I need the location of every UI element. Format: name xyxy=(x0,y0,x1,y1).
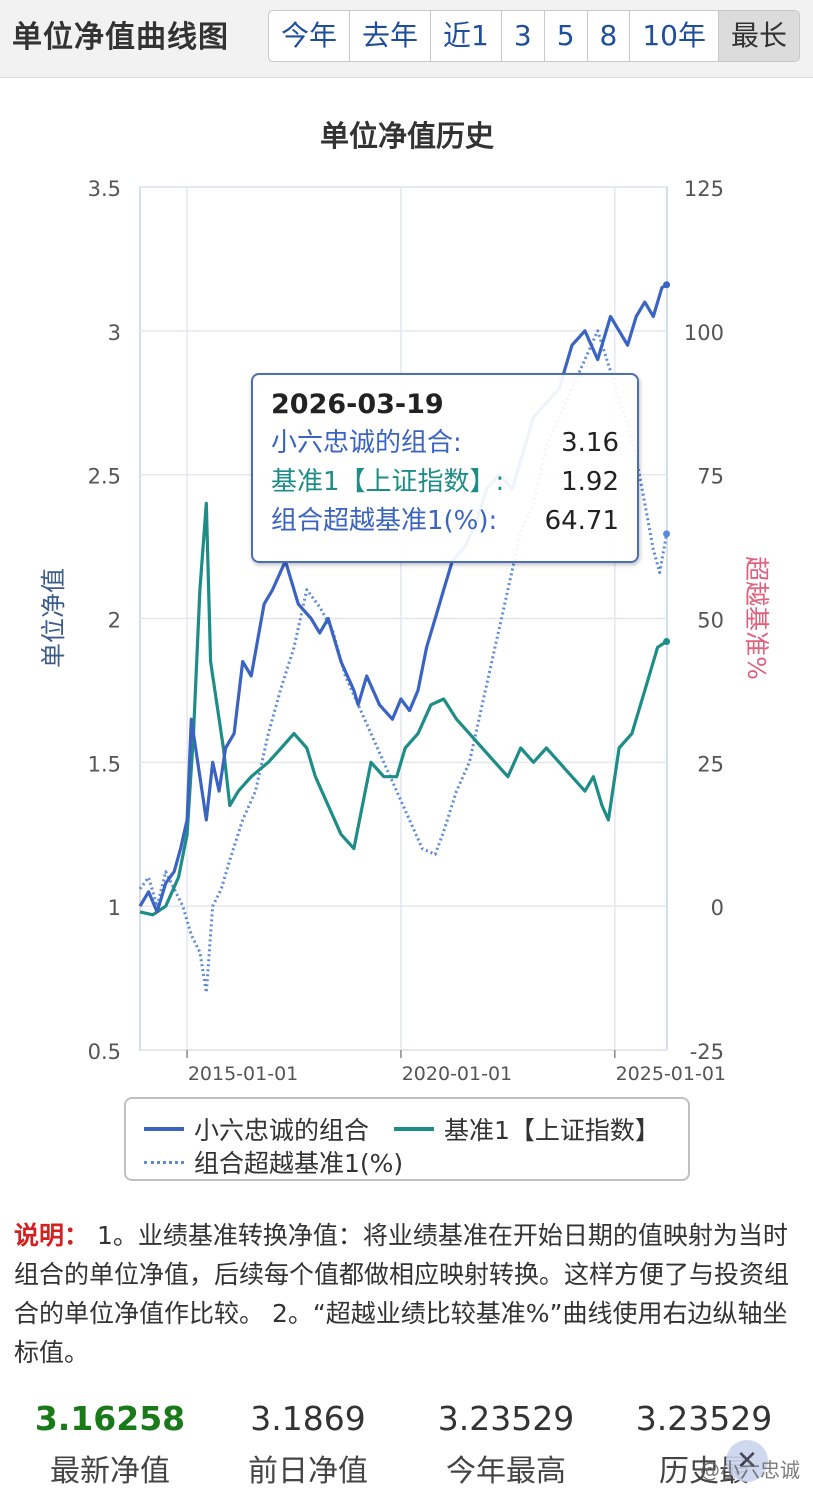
stats-row: 3.16258 最新净值 3.1869 前日净值 3.23529 今年最高 3.… xyxy=(0,1398,813,1490)
stat-previous-nav-label: 前日净值 xyxy=(248,1454,368,1489)
range-button-last-year[interactable]: 去年 xyxy=(350,11,432,61)
left-tick-label: 0.5 xyxy=(88,1040,121,1064)
stat-year-high: 3.23529 今年最高 xyxy=(406,1398,606,1490)
tooltip-row-benchmark: 基准1【上证指数】: 1.92 xyxy=(271,463,619,502)
stat-year-high-label: 今年最高 xyxy=(446,1454,566,1489)
series-portfolio-endpoint xyxy=(663,281,671,289)
page-title: 单位净值曲线图 xyxy=(12,20,229,55)
tooltip-value-portfolio: 3.16 xyxy=(561,428,619,458)
x-tick-label: 2025-01-01 xyxy=(616,1063,726,1085)
right-tick-label: 125 xyxy=(684,177,724,201)
stat-all-time-high-value: 3.23529 xyxy=(635,1399,773,1438)
note-label: 说明： xyxy=(14,1221,90,1250)
series-excess-line xyxy=(138,329,669,994)
range-button-3[interactable]: 3 xyxy=(502,11,545,61)
right-axis-label: 超越基准% xyxy=(742,556,771,680)
series-benchmark-line xyxy=(139,501,668,917)
tooltip-label-excess: 组合超越基准1(%): xyxy=(271,506,498,536)
tooltip-row-excess: 组合超越基准1(%): 64.71 xyxy=(271,502,619,541)
left-tick-label: 2.5 xyxy=(88,465,121,489)
left-tick-label: 1.5 xyxy=(88,752,121,776)
legend-item-benchmark[interactable]: 基准1【上证指数】 xyxy=(394,1111,660,1147)
series-portfolio-line xyxy=(138,283,668,914)
chart-legend: 小六忠诚的组合 基准1【上证指数】 组合超越基准1(%) xyxy=(124,1097,690,1181)
range-button-this-year[interactable]: 今年 xyxy=(269,11,351,61)
tooltip-row-portfolio: 小六忠诚的组合: 3.16 xyxy=(271,424,619,463)
legend-swatch-excess xyxy=(144,1160,184,1164)
chart-note: 说明： 1。业绩基准转换净值：将业绩基准在开始日期的值映射为当时组合的单位净值，… xyxy=(14,1216,804,1372)
tooltip-value-benchmark: 1.92 xyxy=(561,467,619,497)
x-tick-label: 2020-01-01 xyxy=(402,1063,512,1085)
chart-tooltip: 2026-03-19 小六忠诚的组合: 3.16 基准1【上证指数】: 1.92… xyxy=(251,373,639,563)
stat-latest-nav-value: 3.16258 xyxy=(34,1399,186,1438)
range-selector: 今年 去年 近1 3 5 8 10年 最长 xyxy=(268,10,800,62)
stat-latest-nav: 3.16258 最新净值 xyxy=(10,1398,210,1490)
series-benchmark-endpoint xyxy=(663,638,671,646)
range-button-5[interactable]: 5 xyxy=(545,11,588,61)
note-text: 1。业绩基准转换净值：将业绩基准在开始日期的值映射为当时组合的单位净值，后续每个… xyxy=(14,1221,790,1367)
legend-label-excess: 组合超越基准1(%) xyxy=(194,1149,404,1178)
stat-previous-nav: 3.1869 前日净值 xyxy=(208,1398,408,1490)
right-tick-label: -25 xyxy=(690,1040,724,1064)
grid-lines xyxy=(139,186,668,1051)
chart-title: 单位净值历史 xyxy=(320,119,494,153)
tooltip-label-portfolio: 小六忠诚的组合: xyxy=(271,428,462,458)
x-axis: 2015-01-01 2020-01-01 2025-01-01 xyxy=(186,1050,726,1085)
stat-latest-nav-label: 最新净值 xyxy=(50,1454,170,1489)
tooltip-value-excess: 64.71 xyxy=(544,506,619,536)
stat-previous-nav-value: 3.1869 xyxy=(250,1399,366,1438)
right-tick-label: 75 xyxy=(697,465,724,489)
chart-area: 单位净值历史 3.5 3 2.5 2 1.5 1 0.5 125 100 75 50 25 0 -25 … xyxy=(0,78,813,1208)
watermark-text: @小六忠诚 xyxy=(700,1458,800,1482)
left-tick-label: 1 xyxy=(108,896,121,920)
range-button-recent-1[interactable]: 近1 xyxy=(431,11,502,61)
legend-label-portfolio: 小六忠诚的组合 xyxy=(194,1116,370,1145)
series-excess-endpoint xyxy=(663,530,671,538)
legend-swatch-portfolio xyxy=(144,1127,184,1131)
legend-label-benchmark: 基准1【上证指数】 xyxy=(444,1116,660,1145)
header-bar: 单位净值曲线图 今年 去年 近1 3 5 8 10年 最长 xyxy=(0,0,813,78)
series-lines xyxy=(138,281,671,994)
left-tick-label: 3 xyxy=(108,321,121,345)
tooltip-date: 2026-03-19 xyxy=(271,389,444,420)
nav-chart[interactable]: 单位净值历史 3.532.521.510.5 1251007550250-25 … xyxy=(0,78,813,1208)
right-axis: 125 100 75 50 25 0 -25 xyxy=(684,177,724,1064)
stat-year-high-value: 3.23529 xyxy=(437,1399,575,1438)
legend-item-excess[interactable]: 组合超越基准1(%) xyxy=(144,1144,403,1180)
right-tick-label: 100 xyxy=(684,321,724,345)
legend-swatch-benchmark xyxy=(394,1127,434,1131)
legend-item-portfolio[interactable]: 小六忠诚的组合 xyxy=(144,1111,369,1147)
left-axis-label: 单位净值 xyxy=(39,568,68,668)
left-tick-label: 2 xyxy=(108,609,121,633)
range-button-10-year[interactable]: 10年 xyxy=(630,11,719,61)
tooltip-label-benchmark: 基准1【上证指数】: xyxy=(271,467,505,497)
range-button-8[interactable]: 8 xyxy=(588,11,631,61)
close-icon[interactable]: ✕ xyxy=(726,1440,768,1482)
left-tick-label: 3.5 xyxy=(88,177,121,201)
left-axis: 3.5 3 2.5 2 1.5 1 0.5 xyxy=(88,177,121,1064)
right-tick-label: 25 xyxy=(697,752,724,776)
x-tick-label: 2015-01-01 xyxy=(188,1063,298,1085)
right-tick-label: 0 xyxy=(711,896,724,920)
range-button-longest[interactable]: 最长 xyxy=(718,11,799,61)
right-tick-label: 50 xyxy=(697,609,724,633)
